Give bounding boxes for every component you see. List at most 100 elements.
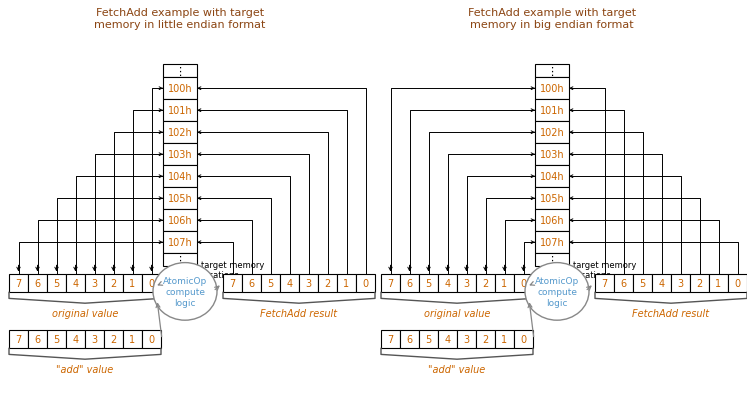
Text: 7: 7 xyxy=(229,279,235,289)
Text: 107h: 107h xyxy=(167,238,193,247)
Text: 105h: 105h xyxy=(167,194,193,204)
Bar xyxy=(535,144,569,166)
Text: 1: 1 xyxy=(344,279,350,289)
Text: 3: 3 xyxy=(463,279,470,289)
Text: 105h: 105h xyxy=(539,194,565,204)
Text: 6: 6 xyxy=(406,335,412,344)
Text: 5: 5 xyxy=(53,335,60,344)
Text: 106h: 106h xyxy=(539,216,564,226)
Text: 4: 4 xyxy=(444,279,450,289)
Bar xyxy=(709,275,728,293)
Text: original value: original value xyxy=(52,309,118,319)
Text: 106h: 106h xyxy=(167,216,192,226)
Bar xyxy=(9,330,28,348)
Text: 6: 6 xyxy=(34,335,40,344)
Text: 2: 2 xyxy=(483,279,489,289)
Bar xyxy=(476,275,495,293)
Bar xyxy=(104,330,123,348)
Bar xyxy=(728,275,747,293)
Text: 103h: 103h xyxy=(539,150,564,160)
Bar xyxy=(535,166,569,188)
Ellipse shape xyxy=(153,263,217,320)
Text: 3: 3 xyxy=(91,279,98,289)
Bar xyxy=(261,275,280,293)
Bar xyxy=(223,275,242,293)
Text: "add" value: "add" value xyxy=(56,364,114,375)
Text: 100h: 100h xyxy=(539,84,564,94)
Text: 0: 0 xyxy=(521,335,527,344)
Text: 6: 6 xyxy=(621,279,627,289)
Text: 6: 6 xyxy=(406,279,412,289)
Bar xyxy=(337,275,356,293)
Bar xyxy=(163,231,197,254)
Bar xyxy=(142,275,161,293)
Text: original value: original value xyxy=(424,309,490,319)
Bar xyxy=(652,275,671,293)
Text: ⋮: ⋮ xyxy=(547,255,557,265)
Text: 2: 2 xyxy=(111,279,117,289)
Text: 4: 4 xyxy=(72,335,78,344)
Bar xyxy=(66,275,85,293)
Text: 2: 2 xyxy=(324,279,331,289)
Bar xyxy=(66,330,85,348)
Bar xyxy=(163,254,197,267)
Bar xyxy=(163,100,197,122)
Text: 101h: 101h xyxy=(167,106,192,116)
Bar xyxy=(476,330,495,348)
Text: 2: 2 xyxy=(696,279,703,289)
Bar xyxy=(318,275,337,293)
Bar xyxy=(9,275,28,293)
Bar xyxy=(535,231,569,254)
Text: FetchAdd example with target
memory in big endian format: FetchAdd example with target memory in b… xyxy=(468,8,636,29)
Text: 1: 1 xyxy=(129,335,135,344)
Text: 4: 4 xyxy=(658,279,665,289)
Text: 3: 3 xyxy=(678,279,684,289)
Text: 1: 1 xyxy=(129,279,135,289)
Text: 102h: 102h xyxy=(539,128,565,138)
Bar xyxy=(280,275,299,293)
Text: 102h: 102h xyxy=(167,128,193,138)
Bar xyxy=(535,78,569,100)
Bar xyxy=(400,330,419,348)
Text: 1: 1 xyxy=(716,279,722,289)
Bar xyxy=(400,275,419,293)
Text: 3: 3 xyxy=(463,335,470,344)
Bar xyxy=(356,275,375,293)
Text: 101h: 101h xyxy=(539,106,564,116)
Text: 5: 5 xyxy=(267,279,273,289)
Text: ⋮: ⋮ xyxy=(175,255,185,265)
Text: ⋮: ⋮ xyxy=(547,66,557,76)
Text: 3: 3 xyxy=(91,335,98,344)
Bar xyxy=(535,210,569,231)
Bar xyxy=(28,330,47,348)
Bar xyxy=(438,275,457,293)
Bar xyxy=(514,275,533,293)
Bar xyxy=(242,275,261,293)
Bar xyxy=(535,65,569,78)
Text: 5: 5 xyxy=(425,279,432,289)
Text: 6: 6 xyxy=(34,279,40,289)
Text: 7: 7 xyxy=(388,335,394,344)
Text: FetchAdd result: FetchAdd result xyxy=(261,309,338,319)
Text: 1: 1 xyxy=(501,335,507,344)
Bar xyxy=(163,144,197,166)
Text: 4: 4 xyxy=(286,279,293,289)
Text: FetchAdd example with target
memory in little endian format: FetchAdd example with target memory in l… xyxy=(94,8,266,29)
Text: 5: 5 xyxy=(639,279,645,289)
Text: FetchAdd result: FetchAdd result xyxy=(633,309,710,319)
Text: 5: 5 xyxy=(425,335,432,344)
Bar xyxy=(85,330,104,348)
Bar xyxy=(142,330,161,348)
Bar xyxy=(419,330,438,348)
Bar xyxy=(495,275,514,293)
Text: target memory
locations: target memory locations xyxy=(201,260,264,279)
Bar xyxy=(419,275,438,293)
Bar xyxy=(535,100,569,122)
Bar xyxy=(163,122,197,144)
Text: 104h: 104h xyxy=(539,172,564,182)
Bar xyxy=(163,210,197,231)
Text: AtomicOp
compute
logic: AtomicOp compute logic xyxy=(535,276,579,307)
Text: 0: 0 xyxy=(149,335,155,344)
Bar xyxy=(163,78,197,100)
Bar xyxy=(163,166,197,188)
